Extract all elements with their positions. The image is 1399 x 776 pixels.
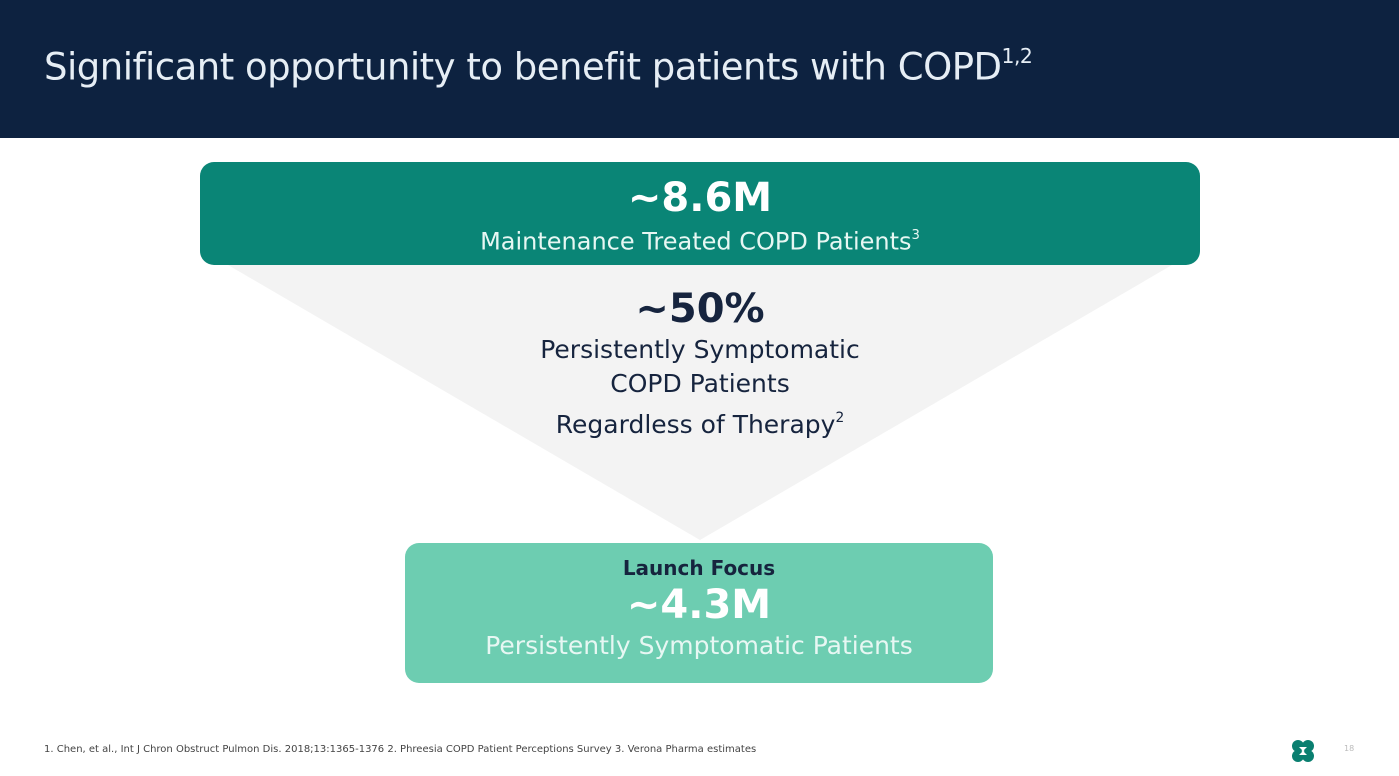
launch-focus-heading: Launch Focus — [622, 556, 776, 580]
company-logo-icon — [1292, 740, 1314, 762]
maintenance-treated-box: ~8.6M Maintenance Treated COPD Patients3 — [200, 162, 1200, 265]
page-number: 18 — [1344, 744, 1355, 753]
persistently-symptomatic-value: ~50% — [635, 286, 765, 332]
launch-focus-label: Persistently Symptomatic Patients — [485, 631, 913, 660]
mid-line-2: COPD Patients — [610, 369, 790, 398]
launch-focus-value: ~4.3M — [626, 582, 772, 628]
persistently-symptomatic-section: ~50% Persistently Symptomatic COPD Patie… — [400, 285, 1000, 442]
mid-line-1: Persistently Symptomatic — [540, 335, 860, 364]
slide-title: Significant opportunity to benefit patie… — [44, 44, 1033, 89]
maintenance-treated-label: Maintenance Treated COPD Patients3 — [480, 227, 920, 256]
slide-header: Significant opportunity to benefit patie… — [0, 0, 1399, 138]
maintenance-treated-value: ~8.6M — [627, 175, 773, 221]
mid-line-3: Regardless of Therapy2 — [555, 410, 845, 439]
launch-focus-box: Launch Focus ~4.3M Persistently Symptoma… — [405, 543, 993, 683]
references-footnote: 1. Chen, et al., Int J Chron Obstruct Pu… — [44, 744, 757, 755]
